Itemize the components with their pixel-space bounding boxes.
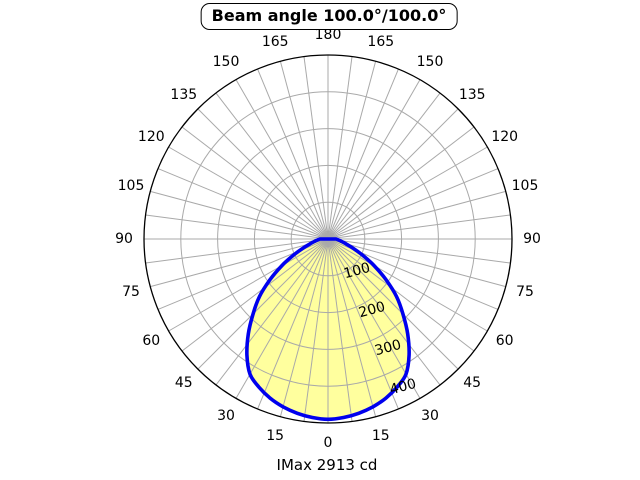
polar-spoke xyxy=(327,68,399,240)
angle-tick-label: 15 xyxy=(371,428,390,444)
polar-spoke xyxy=(197,238,329,370)
angle-tick-label: 165 xyxy=(367,34,395,50)
polar-spoke xyxy=(168,146,329,240)
angle-tick-label: 120 xyxy=(491,129,519,145)
polar-spoke xyxy=(197,108,329,240)
polar-spoke xyxy=(327,92,441,240)
angle-tick-label: 165 xyxy=(261,34,289,50)
polar-spoke xyxy=(145,214,329,240)
polar-spoke xyxy=(257,68,329,240)
angle-tick-label: 150 xyxy=(416,54,444,71)
polar-spoke xyxy=(235,238,329,399)
polar-spoke xyxy=(215,92,329,240)
polar-spoke xyxy=(327,190,506,240)
polar-spoke xyxy=(327,238,475,352)
polar-spoke xyxy=(303,56,329,240)
polar-spoke xyxy=(157,168,329,240)
angle-tick-label: 75 xyxy=(122,283,140,300)
polar-spoke xyxy=(327,238,377,417)
polar-spoke xyxy=(279,238,329,417)
polar-spoke xyxy=(257,238,329,410)
angle-tick-label: 75 xyxy=(516,283,534,300)
polar-spoke xyxy=(327,238,488,332)
imax-label: IMax 2913 cd xyxy=(276,456,378,474)
polar-spoke xyxy=(150,238,329,288)
polar-spoke xyxy=(150,190,329,240)
polar-ring xyxy=(290,201,366,277)
angle-tick-label: 180 xyxy=(314,27,342,43)
polar-spoke xyxy=(145,238,329,264)
polar-spoke xyxy=(327,61,377,240)
polar-spoke xyxy=(327,238,353,422)
angle-tick-label: 105 xyxy=(117,178,145,195)
polar-spoke xyxy=(327,238,459,370)
polar-spoke xyxy=(327,238,441,386)
polar-spoke xyxy=(327,79,421,240)
angle-tick-label: 90 xyxy=(523,231,541,247)
angle-tick-label: 0 xyxy=(323,435,333,451)
beam-curve xyxy=(245,237,411,422)
polar-spoke xyxy=(303,238,329,422)
angle-tick-label: 15 xyxy=(266,428,285,444)
angle-tick-label: 45 xyxy=(174,375,193,392)
polar-spoke xyxy=(327,146,488,240)
polar-ring xyxy=(253,164,403,314)
polar-spoke xyxy=(327,238,506,288)
polar-ring xyxy=(180,91,476,387)
angle-tick-label: 90 xyxy=(115,231,133,247)
polar-ring xyxy=(217,128,439,350)
angle-tick-label: 135 xyxy=(170,86,198,103)
polar-outer-circle xyxy=(143,54,513,424)
angle-tick-label: 135 xyxy=(458,86,486,103)
angle-tick-label: 45 xyxy=(463,375,482,392)
polar-spoke xyxy=(279,61,329,240)
polar-spoke xyxy=(327,214,511,240)
polar-spoke xyxy=(215,238,329,386)
angle-tick-label: 30 xyxy=(421,407,439,424)
polar-spoke xyxy=(327,238,399,410)
polar-spoke xyxy=(181,238,329,352)
polar-spoke xyxy=(327,238,511,264)
polar-spoke xyxy=(181,126,329,240)
polar-spoke xyxy=(327,56,353,240)
angle-tick-label: 60 xyxy=(495,333,514,349)
chart-title-box: Beam angle 100.0°/100.0° xyxy=(200,3,458,30)
polar-spoke xyxy=(327,238,421,399)
polar-spoke xyxy=(327,126,475,240)
polar-spoke xyxy=(327,168,499,240)
angle-tick-label: 105 xyxy=(511,178,539,195)
angle-tick-label: 60 xyxy=(142,333,161,349)
chart-title: Beam angle 100.0°/100.0° xyxy=(211,6,447,25)
angle-tick-label: 150 xyxy=(212,54,240,71)
polar-spoke xyxy=(235,79,329,240)
angle-tick-label: 30 xyxy=(217,407,235,424)
polar-spoke xyxy=(168,238,329,332)
angle-tick-label: 120 xyxy=(137,129,165,145)
polar-spoke xyxy=(327,108,459,240)
